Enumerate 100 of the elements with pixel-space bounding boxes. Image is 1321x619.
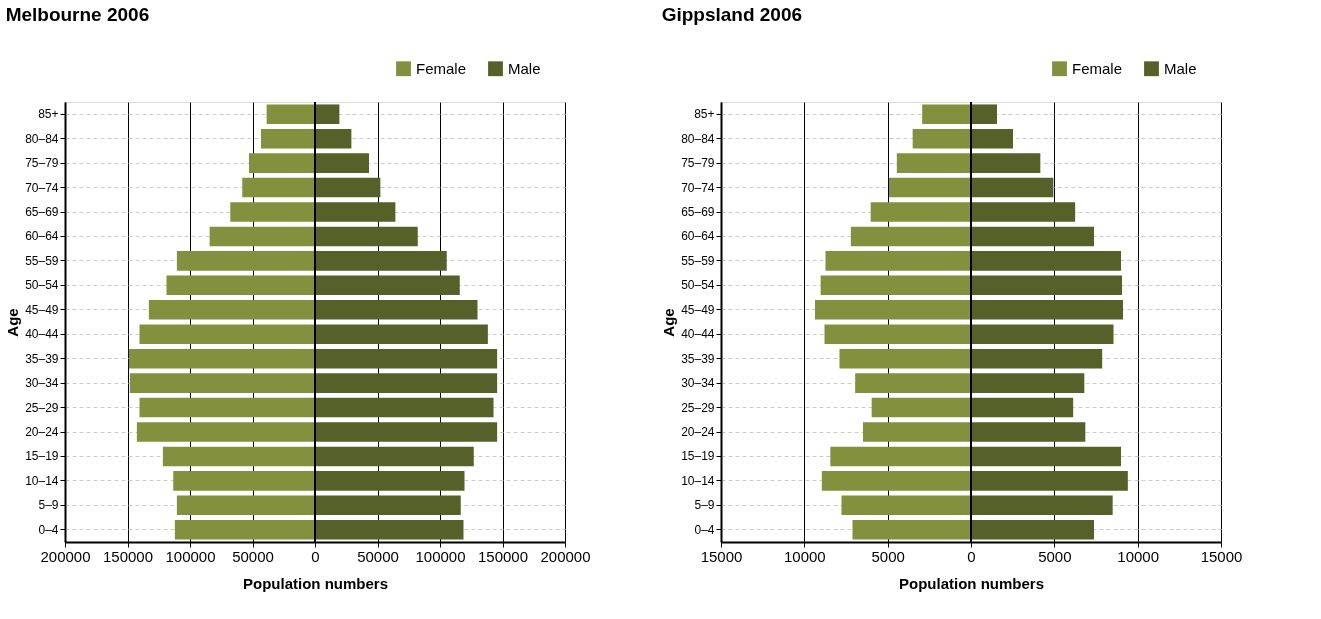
y-tick-label: 45–49 — [681, 302, 715, 317]
x-axis-title: Population numbers — [898, 574, 1045, 592]
chart-title: Melbourne 2006 — [5, 4, 150, 25]
bar — [315, 348, 498, 369]
bar — [173, 471, 315, 491]
bar — [922, 104, 971, 124]
x-tick-label: 10000 — [1117, 547, 1160, 565]
x-tick-label: 150000 — [102, 547, 154, 565]
bar — [971, 348, 1103, 369]
x-tick-label: 5000 — [871, 547, 905, 565]
bar — [841, 495, 971, 516]
bar — [315, 446, 474, 467]
legend-label: Male — [508, 59, 541, 77]
y-tick-label: 85+ — [694, 107, 715, 122]
legend-label: Female — [1072, 59, 1123, 77]
bar — [209, 226, 315, 247]
bar — [139, 324, 315, 344]
bar — [315, 128, 352, 149]
y-axis-title: Age — [4, 308, 22, 337]
bar — [870, 202, 971, 222]
y-tick-label: 5–9 — [694, 498, 715, 513]
bar — [315, 177, 381, 198]
bar — [896, 153, 971, 173]
bar — [852, 520, 971, 540]
bar — [136, 422, 315, 442]
bar — [176, 251, 315, 271]
x-tick-label: 200000 — [540, 547, 591, 565]
bar — [129, 373, 315, 393]
bar — [971, 422, 1086, 442]
bar — [266, 104, 315, 124]
y-tick-label: 70–74 — [681, 180, 715, 195]
y-tick-label: 60–64 — [25, 229, 59, 244]
x-tick-label: 200000 — [40, 547, 91, 565]
y-tick-label: 10–14 — [25, 473, 59, 488]
bar — [166, 275, 315, 296]
y-tick-label: 50–54 — [25, 278, 59, 293]
y-tick-label: 30–34 — [681, 376, 715, 391]
legend-label: Female — [416, 59, 467, 77]
bar — [315, 422, 498, 442]
y-tick-label: 65–69 — [25, 205, 59, 219]
y-tick-label: 20–24 — [681, 425, 715, 439]
bar — [824, 324, 971, 344]
y-tick-label: 10–14 — [681, 473, 715, 488]
bar — [315, 226, 418, 247]
bar — [971, 153, 1041, 173]
y-tick-label: 75–79 — [681, 156, 715, 171]
bar — [971, 226, 1094, 247]
bar — [971, 520, 1094, 540]
bar — [821, 471, 971, 491]
y-tick-label: 65–69 — [681, 205, 715, 219]
bar — [971, 104, 997, 124]
chart-title: Gippsland 2006 — [661, 4, 803, 25]
bar — [850, 226, 971, 247]
bar — [971, 275, 1122, 296]
y-axis-title: Age — [660, 308, 678, 337]
bar — [230, 202, 315, 222]
x-tick-label: 15000 — [1200, 547, 1243, 565]
bar — [815, 300, 971, 320]
bar — [971, 324, 1114, 344]
bar — [315, 104, 340, 124]
x-tick-label: 0 — [967, 547, 976, 565]
bar — [839, 348, 971, 369]
bar — [315, 324, 488, 344]
bar — [871, 397, 971, 418]
bar — [315, 202, 396, 222]
bar — [242, 177, 315, 198]
bar — [971, 471, 1128, 491]
x-tick-label: 100000 — [415, 547, 466, 565]
y-tick-label: 40–44 — [681, 327, 715, 342]
bar — [315, 275, 460, 296]
bar — [315, 251, 447, 271]
y-tick-label: 80–84 — [681, 131, 715, 146]
x-tick-label: 5000 — [1038, 547, 1072, 565]
y-tick-label: 20–24 — [25, 425, 59, 439]
bar — [971, 128, 1013, 149]
x-tick-label: 10000 — [783, 547, 826, 565]
bar — [128, 348, 315, 369]
y-tick-label: 70–74 — [25, 180, 59, 195]
bar — [830, 446, 971, 467]
y-tick-label: 35–39 — [25, 351, 59, 366]
bar — [148, 300, 315, 320]
y-tick-label: 60–64 — [681, 229, 715, 244]
y-tick-label: 15–19 — [681, 449, 715, 464]
x-tick-label: 15000 — [700, 547, 743, 565]
bar — [315, 397, 494, 418]
bar — [315, 520, 464, 540]
bar — [889, 177, 971, 198]
y-tick-label: 75–79 — [25, 156, 59, 171]
y-tick-label: 40–44 — [25, 327, 59, 342]
y-tick-label: 55–59 — [681, 253, 715, 268]
y-tick-label: 25–29 — [681, 400, 715, 415]
bar — [912, 128, 971, 149]
x-tick-label: 50000 — [232, 547, 274, 565]
bar — [971, 373, 1085, 393]
y-tick-label: 80–84 — [25, 131, 59, 146]
x-tick-label: 0 — [311, 547, 320, 565]
bar — [820, 275, 971, 296]
x-axis-title: Population numbers — [242, 574, 389, 592]
y-tick-label: 50–54 — [681, 278, 715, 293]
bar — [971, 495, 1113, 516]
